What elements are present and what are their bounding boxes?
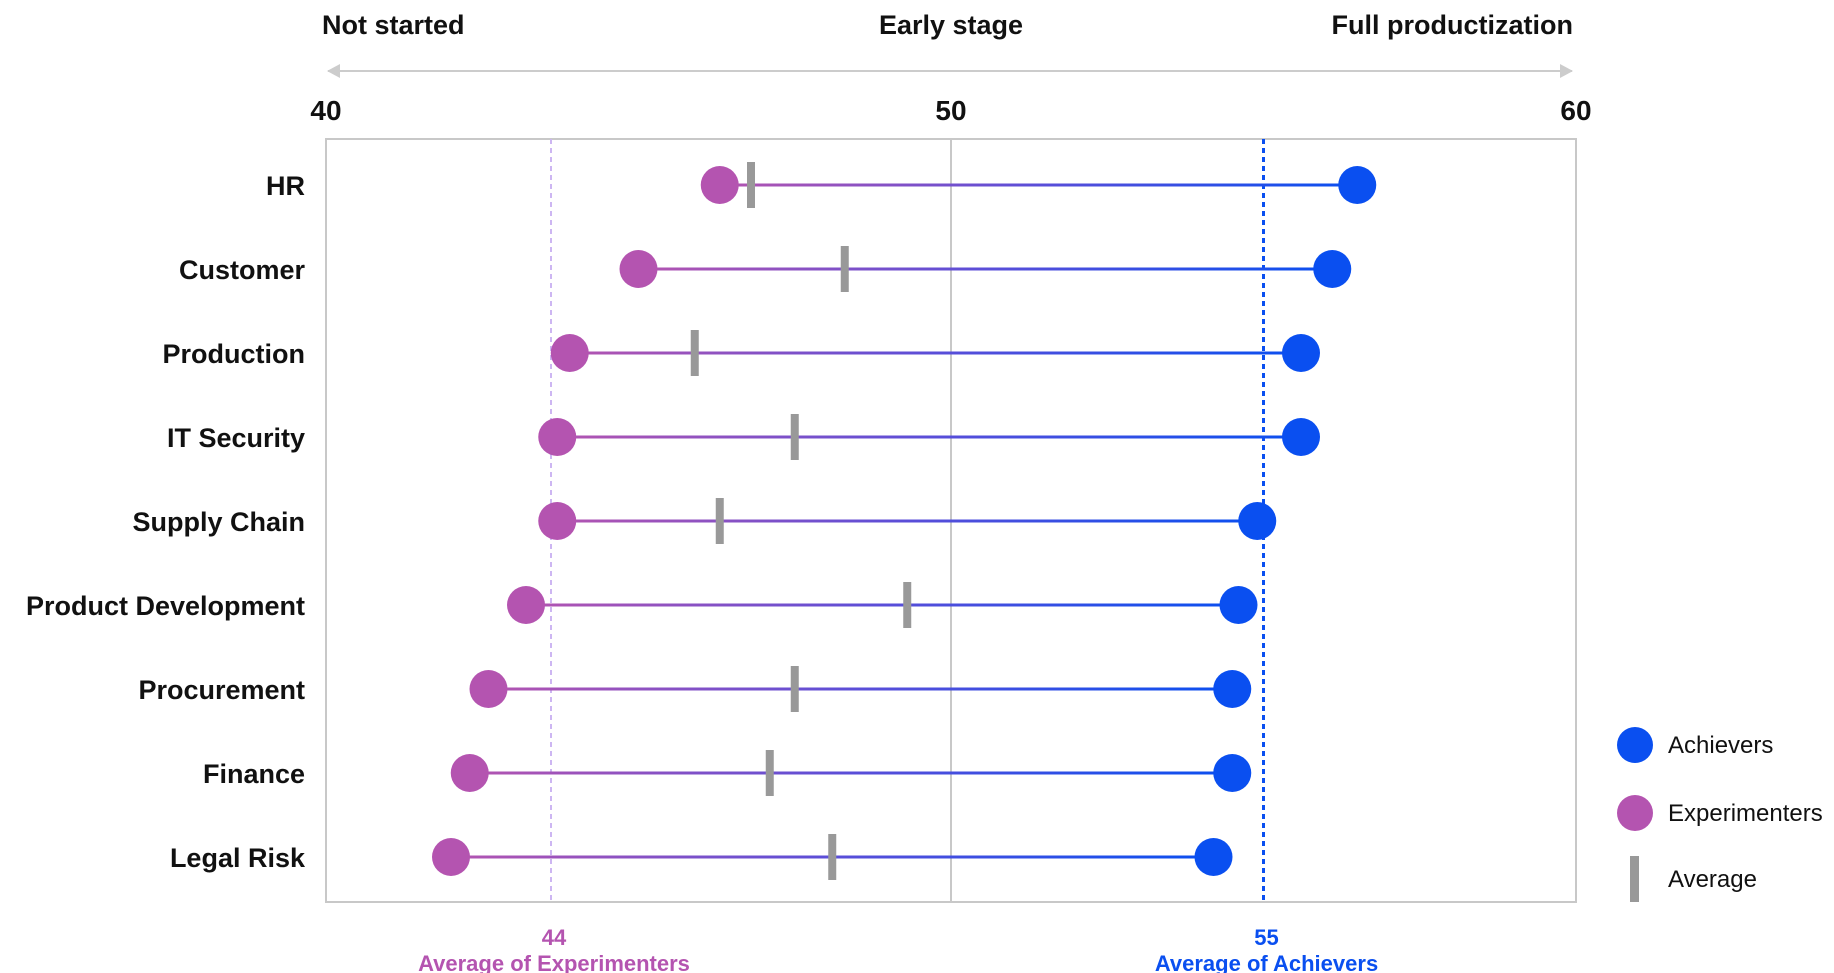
experimenters-point-production bbox=[550, 334, 589, 372]
category-label-production: Production bbox=[163, 339, 306, 369]
experimenters-average-label: Average of Experimenters bbox=[418, 951, 690, 973]
average-marker-hr bbox=[747, 162, 755, 208]
average-marker-finance bbox=[765, 750, 774, 796]
average-marker-production bbox=[690, 330, 699, 376]
legend-experimenters-label: Experimenters bbox=[1668, 800, 1823, 827]
achievers-point-customer bbox=[1313, 250, 1352, 288]
experimenters-point-hr bbox=[700, 166, 739, 204]
average-marker-supply-chain bbox=[715, 498, 724, 544]
experimenters-point-legal-risk bbox=[432, 838, 470, 876]
experimenters-point-product-development bbox=[507, 586, 545, 624]
category-label-legal-risk: Legal Risk bbox=[170, 843, 306, 873]
category-label-supply-chain: Supply Chain bbox=[132, 507, 305, 537]
achievers-point-supply-chain bbox=[1238, 502, 1277, 540]
average-marker-product-development bbox=[903, 582, 912, 628]
dumbbell-rows: HR Customer Production IT Security Supply Ch… bbox=[26, 162, 1377, 880]
achievers-point-finance bbox=[1213, 754, 1252, 792]
legend-average-label: Average bbox=[1668, 866, 1757, 893]
average-marker-customer bbox=[840, 246, 849, 292]
category-label-it-security: IT Security bbox=[167, 423, 305, 453]
achievers-point-legal-risk bbox=[1194, 838, 1233, 876]
achievers-point-production bbox=[1282, 334, 1320, 372]
experimenters-point-customer bbox=[619, 250, 658, 288]
achievers-point-product-development bbox=[1219, 586, 1258, 624]
category-label-product-development: Product Development bbox=[26, 591, 305, 621]
category-label-customer: Customer bbox=[179, 255, 306, 285]
achievers-point-it-security bbox=[1282, 418, 1320, 456]
achievers-average-value: 55 bbox=[1254, 925, 1278, 950]
scale-label-full-productization: Full productization bbox=[1332, 10, 1573, 40]
experimenters-point-finance bbox=[450, 754, 489, 792]
experimenters-point-it-security bbox=[538, 418, 577, 456]
x-tick-label-60: 60 bbox=[1560, 95, 1591, 126]
average-marker-procurement bbox=[790, 666, 799, 712]
scale-label-not-started: Not started bbox=[322, 10, 465, 40]
category-label-procurement: Procurement bbox=[138, 675, 305, 705]
legend-achievers-label: Achievers bbox=[1668, 732, 1773, 759]
legend-experimenters-marker bbox=[1617, 795, 1653, 831]
experimenters-average-value: 44 bbox=[542, 925, 567, 950]
achievers-point-procurement bbox=[1213, 670, 1252, 708]
legend-average-marker bbox=[1630, 856, 1639, 902]
experimenters-point-procurement bbox=[469, 670, 508, 708]
average-marker-legal-risk bbox=[828, 834, 837, 880]
x-tick-label-40: 40 bbox=[310, 95, 341, 126]
achievers-point-hr bbox=[1338, 166, 1377, 204]
average-marker-it-security bbox=[790, 414, 799, 460]
category-label-finance: Finance bbox=[203, 759, 305, 789]
legend-achievers-marker bbox=[1617, 727, 1653, 763]
scale-label-early-stage: Early stage bbox=[879, 10, 1023, 40]
category-label-hr: HR bbox=[266, 171, 305, 201]
legend: Achievers Experimenters Average bbox=[1617, 727, 1823, 902]
achievers-average-label: Average of Achievers bbox=[1155, 951, 1378, 973]
x-tick-label-50: 50 bbox=[935, 95, 966, 126]
experimenters-point-supply-chain bbox=[538, 502, 577, 540]
